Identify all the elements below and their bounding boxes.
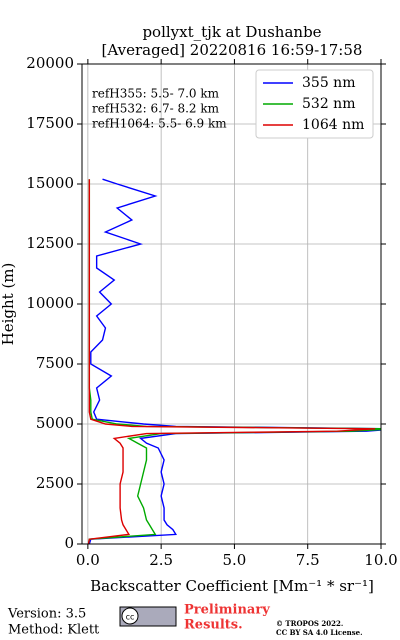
svg-text:cc: cc <box>126 613 135 622</box>
legend-label: 1064 nm <box>302 117 364 133</box>
x-tick-label: 10.0 <box>364 551 397 569</box>
legend: 355 nm 532 nm 1064 nm <box>255 69 374 139</box>
y-tick-label: 17500 <box>26 114 74 132</box>
y-tick-label: 15000 <box>26 174 74 192</box>
plot-frame <box>81 63 382 545</box>
profile-line <box>87 179 376 544</box>
annotation: refH532: 6.7- 8.2 km <box>92 102 220 116</box>
x-tick-label: 5.0 <box>223 551 247 569</box>
copyright: © TROPOS 2022. <box>276 619 343 628</box>
y-tick-label: 12500 <box>26 234 74 252</box>
y-axis-label: Height (m) <box>0 263 17 346</box>
profile-line <box>87 179 381 544</box>
legend-box <box>255 69 374 139</box>
chart-subtitle: [Averaged] 20220816 16:59-17:58 <box>102 41 363 59</box>
y-tick-label: 2500 <box>36 474 74 492</box>
cc-logo: cc <box>119 606 177 627</box>
license: CC BY SA 4.0 License. <box>276 628 363 637</box>
version: Version: 3.5 <box>7 607 86 622</box>
x-tick-label: 0.0 <box>76 551 100 569</box>
legend-label: 532 nm <box>302 96 355 112</box>
y-tick-label: 10000 <box>26 294 74 312</box>
profile-line <box>88 178 381 544</box>
x-tick-label: 7.5 <box>296 551 320 569</box>
y-tick-label: 0 <box>64 534 74 552</box>
y-tick-label: 7500 <box>36 354 74 372</box>
chart-title: pollyxt_tjk at Dushanbe <box>142 23 321 41</box>
x-axis-label: Backscatter Coefficient [Mm⁻¹ * sr⁻¹] <box>90 577 374 595</box>
results: Results. <box>184 618 243 633</box>
y-tick-label: 5000 <box>36 414 74 432</box>
x-tick-label: 2.5 <box>149 551 173 569</box>
annotation: refH1064: 5.5- 6.9 km <box>92 117 227 131</box>
y-tick-label: 20000 <box>26 54 74 72</box>
legend-label: 355 nm <box>302 75 355 91</box>
method: Method: Klett <box>8 623 100 638</box>
preliminary: Preliminary <box>184 603 270 618</box>
annotation: refH355: 5.5- 7.0 km <box>92 87 220 101</box>
